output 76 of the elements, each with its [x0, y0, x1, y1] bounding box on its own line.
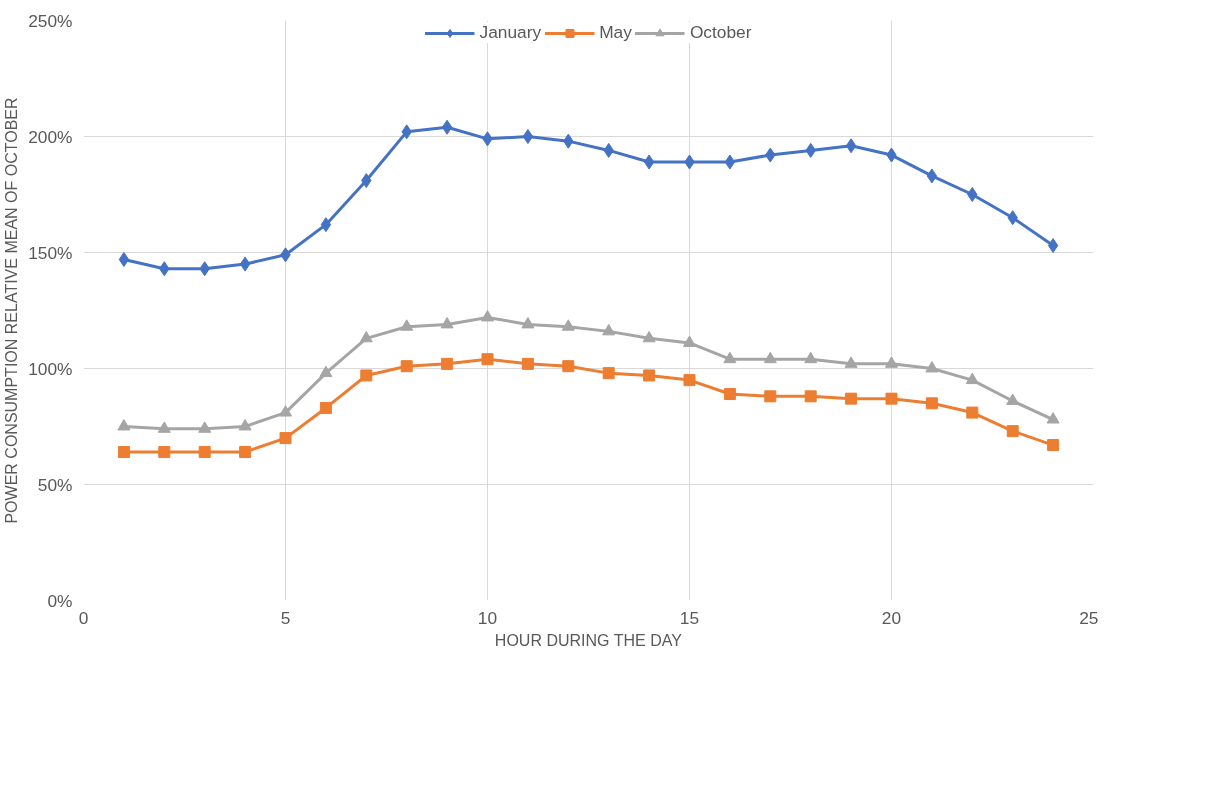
point — [481, 310, 494, 322]
point — [642, 330, 656, 343]
point — [440, 316, 454, 329]
x-tick-label: 5 — [280, 607, 291, 628]
x-tick-label: 15 — [679, 607, 700, 628]
y-tick-label: 50% — [37, 474, 73, 495]
point — [441, 357, 454, 370]
point — [117, 419, 131, 431]
point — [238, 419, 252, 431]
x-tick-label: 20 — [881, 607, 902, 628]
point — [925, 361, 939, 373]
point — [198, 446, 211, 459]
x-tick-label: 10 — [477, 607, 498, 628]
point — [522, 129, 534, 144]
point — [1047, 238, 1059, 254]
point — [885, 356, 898, 368]
point — [359, 330, 373, 343]
point — [885, 392, 898, 405]
x-axis-title: HOUR DURING THE DAY — [494, 631, 683, 649]
point — [561, 319, 575, 331]
point — [118, 251, 130, 267]
point — [158, 446, 171, 459]
point — [279, 405, 292, 417]
point — [965, 372, 979, 385]
point — [562, 360, 575, 373]
point — [926, 168, 938, 184]
point — [279, 432, 292, 445]
point — [967, 187, 978, 202]
y-tick-label: 150% — [28, 242, 73, 263]
point — [723, 388, 736, 401]
point — [683, 335, 696, 347]
point — [319, 401, 332, 414]
y-tick-label: 0% — [47, 590, 73, 611]
point — [602, 323, 616, 336]
point — [400, 360, 413, 373]
point — [643, 369, 656, 382]
y-tick-label: 250% — [28, 10, 73, 31]
point — [966, 406, 979, 419]
point — [319, 365, 333, 378]
point — [157, 421, 171, 433]
point — [481, 353, 494, 366]
point — [724, 154, 736, 170]
point — [117, 446, 130, 459]
point — [239, 256, 251, 272]
legend-label: May — [599, 22, 632, 43]
point — [723, 351, 737, 364]
point — [521, 357, 534, 370]
point — [1047, 439, 1060, 452]
point — [845, 138, 857, 154]
point — [844, 356, 858, 368]
y-tick-label: 200% — [28, 126, 73, 147]
point — [1046, 412, 1060, 424]
point — [441, 119, 453, 135]
point — [925, 397, 938, 410]
point — [1006, 393, 1020, 405]
y-tick-label: 100% — [28, 358, 73, 379]
point — [643, 154, 655, 170]
point — [1006, 425, 1019, 438]
point — [804, 390, 817, 403]
legend-label: October — [689, 22, 752, 43]
point — [239, 446, 252, 459]
point — [845, 392, 858, 405]
point — [602, 367, 615, 380]
y-axis-title: POWER CONSUMPTION RELATIVE MEAN OF OCTOBER — [3, 97, 21, 524]
point — [804, 351, 818, 364]
x-tick-label: 25 — [1079, 607, 1099, 628]
point — [198, 421, 212, 433]
point — [400, 319, 414, 331]
x-tick-label: 0 — [78, 607, 89, 628]
point — [763, 351, 777, 364]
point — [521, 316, 535, 329]
point — [320, 217, 332, 233]
point — [683, 374, 696, 387]
legend-label: January — [479, 22, 542, 43]
point — [764, 390, 777, 403]
point — [360, 369, 373, 382]
